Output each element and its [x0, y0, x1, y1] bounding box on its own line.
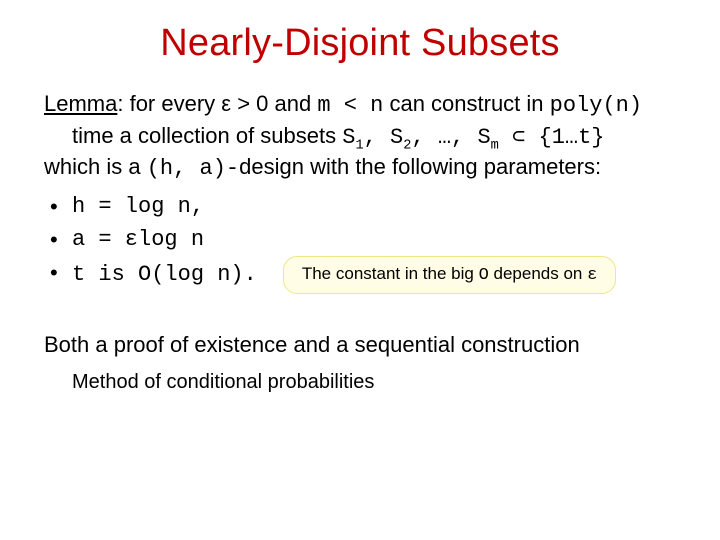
lemma-poly: poly(n) — [550, 93, 642, 118]
param-t: t is O(log n). — [72, 258, 257, 291]
closing-line-2: Method of conditional probabilities — [44, 367, 676, 397]
lemma-line-2: time a collection of subsets S1, S2, …, … — [44, 121, 676, 153]
lemma-l1-p1: : for every ε > 0 and — [117, 91, 317, 116]
param-item: h = log n, — [48, 190, 676, 223]
lemma-line-1: Lemma: for every ε > 0 and m < n can con… — [44, 89, 676, 121]
lemma-l3-p1: which is a — [44, 154, 147, 179]
param-item: t is O(log n). The constant in the big O… — [48, 256, 676, 294]
lemma-block: Lemma: for every ε > 0 and m < n can con… — [44, 89, 676, 184]
lemma-label: Lemma — [44, 91, 117, 116]
note-callout: The constant in the big O depends on ε — [283, 256, 616, 294]
lemma-l1-p2: can construct in — [383, 91, 549, 116]
param-list: h = log n, a = εlog n t is O(log n). The… — [48, 190, 676, 294]
closing-line-1: Both a proof of existence and a sequenti… — [44, 328, 676, 361]
lemma-ha: (h, a)- — [147, 156, 239, 181]
slide-title: Nearly-Disjoint Subsets — [44, 22, 676, 65]
lemma-m-lt-n: m < n — [317, 93, 383, 118]
closing-block: Both a proof of existence and a sequenti… — [44, 328, 676, 397]
lemma-line-3: which is a (h, a)-design with the follow… — [44, 152, 676, 184]
lemma-sets: S1, S2, …, Sm ⊂ {1…t} — [342, 125, 604, 150]
lemma-l3-p2: design with the following parameters: — [239, 154, 601, 179]
slide: Nearly-Disjoint Subsets Lemma: for every… — [0, 0, 720, 540]
lemma-l2-prefix: time a collection of subsets — [72, 123, 342, 148]
param-item: a = εlog n — [48, 223, 676, 256]
